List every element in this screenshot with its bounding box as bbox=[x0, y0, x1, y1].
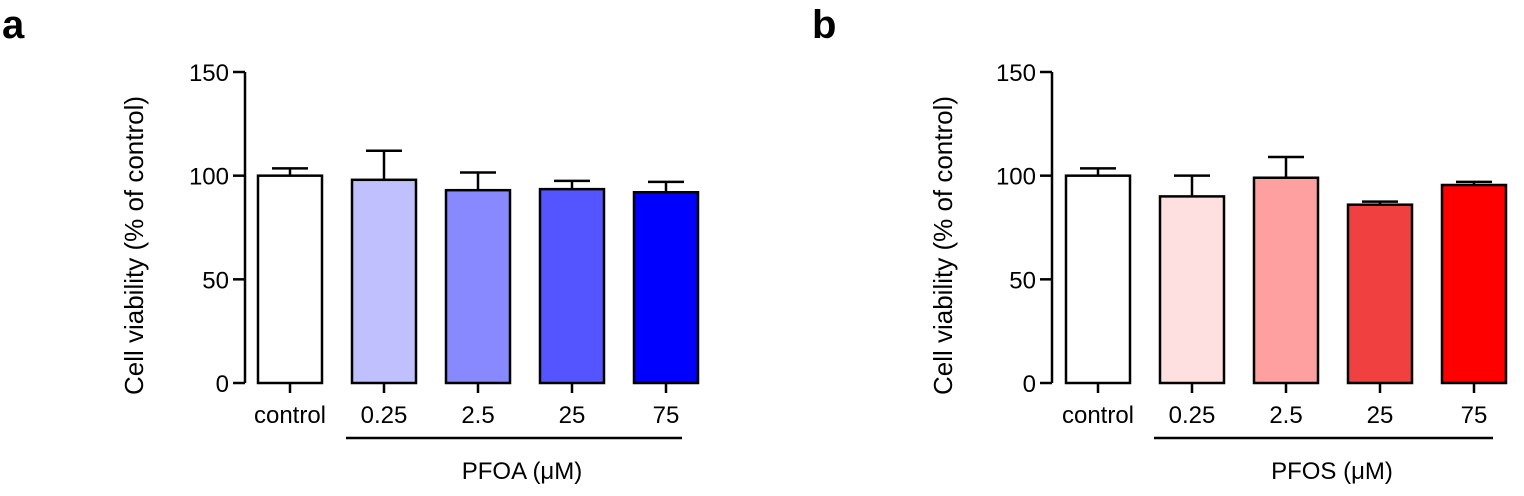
bar bbox=[1252, 176, 1320, 385]
y-tick-label: 100 bbox=[189, 164, 229, 191]
panel-letter: a bbox=[2, 3, 25, 47]
bar bbox=[632, 191, 700, 385]
y-axis-title: Cell viability (% of control) bbox=[119, 96, 149, 395]
x-tick-label: 75 bbox=[653, 402, 680, 429]
bar bbox=[256, 174, 324, 385]
bar bbox=[1346, 203, 1414, 385]
group-label: PFOA (μM) bbox=[462, 458, 583, 485]
x-tick-label: 25 bbox=[1367, 402, 1394, 429]
x-tick-label: 0.25 bbox=[361, 402, 408, 429]
y-tick-label: 0 bbox=[1023, 371, 1036, 398]
y-tick-label: 0 bbox=[216, 371, 229, 398]
bar bbox=[444, 188, 512, 385]
y-tick-label: 150 bbox=[996, 60, 1036, 87]
y-axis-title: Cell viability (% of control) bbox=[928, 96, 958, 395]
y-tick-label: 50 bbox=[1009, 267, 1036, 294]
chart-panel-b: b 0 50 100 150 Cell viability (% of control) c… bbox=[812, 3, 1508, 485]
panel-letter: b bbox=[812, 3, 836, 47]
group-label: PFOS (μM) bbox=[1271, 458, 1393, 485]
y-tick-label: 50 bbox=[202, 267, 229, 294]
bar bbox=[1064, 174, 1132, 385]
bar bbox=[1440, 183, 1508, 385]
bar bbox=[1158, 195, 1226, 385]
x-tick-label: 2.5 bbox=[461, 402, 494, 429]
bar bbox=[538, 187, 606, 385]
bar bbox=[350, 178, 418, 385]
x-tick-label: 25 bbox=[559, 402, 586, 429]
y-tick-label: 150 bbox=[189, 60, 229, 87]
x-tick-label: 2.5 bbox=[1269, 402, 1302, 429]
x-tick-label: control bbox=[254, 402, 326, 429]
x-tick-label: 75 bbox=[1461, 402, 1488, 429]
y-tick-label: 100 bbox=[996, 164, 1036, 191]
x-tick-label: control bbox=[1062, 402, 1134, 429]
x-tick-label: 0.25 bbox=[1169, 402, 1216, 429]
chart-panel-a: a 0 50 100 150 Cell viability (% of control) c… bbox=[2, 3, 700, 485]
